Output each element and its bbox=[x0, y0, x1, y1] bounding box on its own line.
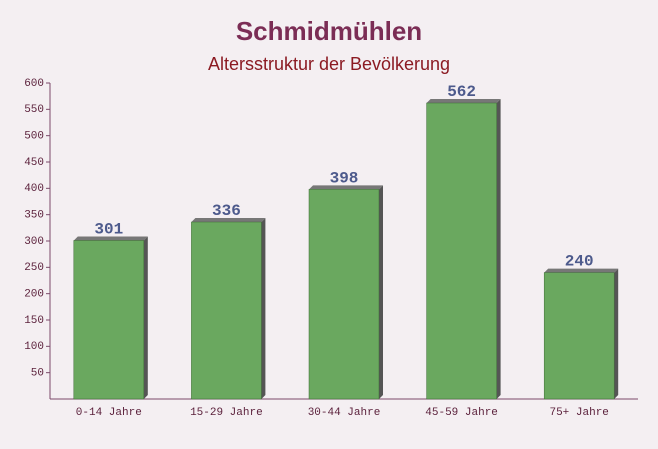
x-tick-label: 15-29 Jahre bbox=[190, 407, 263, 419]
y-tick-label: 400 bbox=[24, 183, 44, 195]
y-tick-label: 350 bbox=[24, 210, 44, 222]
value-label: 336 bbox=[212, 202, 241, 220]
bar bbox=[73, 240, 145, 400]
bar-shadow bbox=[261, 218, 266, 399]
bar-top bbox=[73, 236, 148, 241]
bar-top bbox=[426, 99, 501, 104]
bar bbox=[308, 189, 380, 400]
bar bbox=[191, 221, 262, 400]
y-tick-label: 550 bbox=[24, 104, 44, 116]
bar-top bbox=[309, 185, 383, 190]
value-label: 301 bbox=[94, 220, 123, 238]
bar-top bbox=[191, 218, 266, 223]
x-tick-label: 75+ Jahre bbox=[549, 407, 608, 419]
x-tick-label: 30-44 Jahre bbox=[308, 407, 381, 419]
x-tick-label: 45-59 Jahre bbox=[425, 407, 498, 419]
value-label: 562 bbox=[447, 83, 476, 101]
bar bbox=[543, 272, 615, 400]
bar-shadow bbox=[614, 268, 619, 399]
value-label: 398 bbox=[330, 169, 359, 187]
y-tick-label: 450 bbox=[24, 157, 44, 169]
bar-shadow bbox=[143, 236, 148, 399]
y-tick-label: 250 bbox=[24, 262, 44, 274]
value-label: 240 bbox=[565, 253, 594, 271]
chart-subtitle: Altersstruktur der Bevölkerung bbox=[208, 54, 450, 74]
bar-top bbox=[544, 268, 619, 273]
y-tick-label: 200 bbox=[24, 289, 44, 301]
y-tick-label: 150 bbox=[24, 315, 44, 327]
bar bbox=[426, 102, 497, 400]
chart-title: Schmidmühlen bbox=[236, 16, 422, 46]
y-tick-label: 500 bbox=[24, 131, 44, 143]
y-tick-label: 300 bbox=[24, 236, 44, 248]
y-tick-label: 50 bbox=[31, 368, 44, 380]
y-tick-label: 600 bbox=[24, 78, 44, 90]
x-tick-label: 0-14 Jahre bbox=[76, 407, 142, 419]
bar-shadow bbox=[496, 99, 501, 399]
bar-shadow bbox=[379, 185, 383, 399]
y-tick-label: 100 bbox=[24, 341, 44, 353]
